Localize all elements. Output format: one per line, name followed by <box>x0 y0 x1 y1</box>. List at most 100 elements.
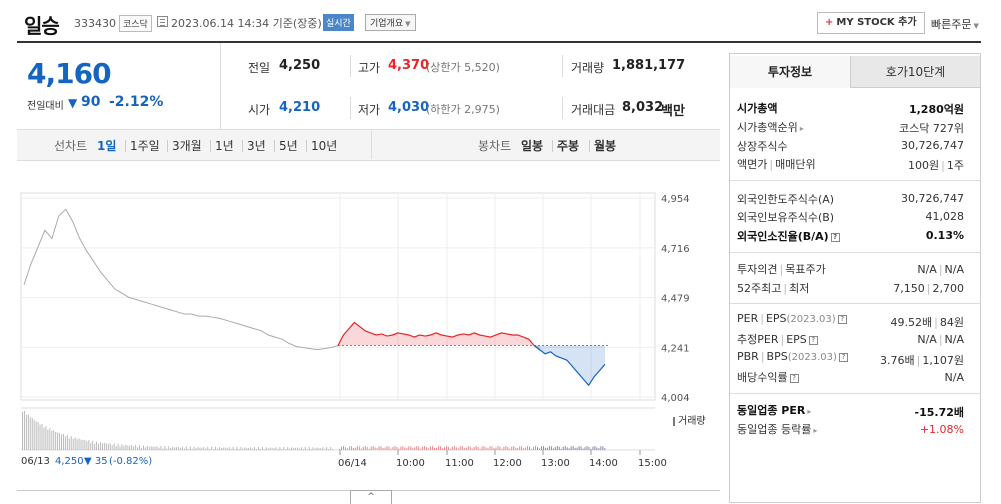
volume-bar <box>515 447 517 450</box>
upper-limit: (상한가 5,520) <box>426 61 500 74</box>
candle-tab[interactable]: 일봉 <box>521 139 544 153</box>
volume-bar <box>195 448 197 450</box>
tab-invest-info[interactable]: 투자정보 <box>730 56 851 88</box>
volume-bar <box>600 446 602 450</box>
prev-day-close: 4,250 <box>55 456 84 467</box>
volume-bar <box>273 448 275 450</box>
candle-tab[interactable]: 주봉 <box>557 139 580 153</box>
help-icon[interactable]: ? <box>808 335 818 345</box>
par-row-label: 액면가 | 매매단위 <box>737 158 816 171</box>
chart-range-tab[interactable]: 5년 <box>279 139 298 153</box>
volume-bar <box>538 448 540 450</box>
candle-tab[interactable]: 월봉 <box>594 139 617 153</box>
calendar-icon <box>157 16 168 27</box>
volume-bar <box>596 447 598 450</box>
per-label: PER <box>737 312 759 325</box>
volume-bar <box>366 446 368 450</box>
volume-bar <box>279 447 281 450</box>
panel-divider <box>730 303 980 304</box>
volume-bar <box>137 447 139 450</box>
amount-unit: 백만 <box>661 104 685 119</box>
prev-compare-label: 전일대비 <box>27 101 64 112</box>
est-per-row-label: 추정PER | EPS? <box>737 331 818 347</box>
tab-separator <box>306 140 307 152</box>
help-icon[interactable]: ? <box>837 314 847 324</box>
volume-bar <box>285 449 287 450</box>
volume-bar <box>346 448 348 450</box>
volume-bar <box>199 447 201 450</box>
volume-bar <box>412 448 414 450</box>
volume-bar <box>441 448 443 450</box>
chart-range-tab[interactable]: 1일 <box>97 139 117 153</box>
y-tick-label: 4,954 <box>661 194 690 205</box>
volume-bar <box>344 447 346 450</box>
quick-order-label: 빠른주문 <box>931 18 972 31</box>
volume-bar <box>86 441 88 450</box>
dividend-value: N/A <box>944 371 964 384</box>
volume-bar <box>374 447 376 450</box>
volume-bar <box>51 430 53 450</box>
volume-bar <box>332 449 334 450</box>
volume-bar <box>98 443 100 450</box>
chart-range-tab[interactable]: 1년 <box>215 139 234 153</box>
volume-bar <box>308 447 310 450</box>
low-label: 저가 <box>358 103 381 117</box>
volume-bar <box>360 448 362 450</box>
quick-order-button[interactable]: 빠른주문 ▼ <box>931 16 979 32</box>
sector-per-link[interactable]: 동일업종 PER ▸ <box>737 402 811 418</box>
volume-bar <box>428 448 430 450</box>
market-cap-value: 1,280억원 <box>908 103 964 116</box>
volume-bar <box>160 446 162 450</box>
volume-bar <box>242 448 244 450</box>
help-icon[interactable]: ? <box>789 373 799 383</box>
eps-label: EPS <box>765 312 787 325</box>
help-icon[interactable]: ? <box>838 352 848 362</box>
collapse-chart-button[interactable]: ^ <box>350 490 392 504</box>
volume-bar <box>117 443 119 450</box>
volume-bar <box>187 449 189 450</box>
est-eps-label: EPS <box>786 333 807 346</box>
volume-bar <box>57 432 59 450</box>
amount-value: 8,032 <box>622 100 664 115</box>
volume-bar <box>94 443 96 450</box>
corp-info-dropdown[interactable]: 기업개요 ▼ <box>365 14 416 31</box>
volume-bar <box>140 448 142 450</box>
tab-hoga[interactable]: 호가10단계 <box>851 56 980 88</box>
volume-bar <box>248 447 250 450</box>
volume-bar <box>382 448 384 450</box>
volume-bar <box>378 446 380 450</box>
volume-bar <box>386 446 388 450</box>
volume-bar <box>31 418 33 450</box>
volume-bar <box>465 447 467 450</box>
volume-bar <box>47 429 49 450</box>
volume-bar <box>507 447 509 450</box>
volume-bar <box>59 432 61 450</box>
mystock-add-button[interactable]: + MY STOCK 추가 <box>817 12 925 34</box>
volume-bar <box>156 446 158 450</box>
chart-range-tab[interactable]: 3년 <box>247 139 266 153</box>
chart-range-tab[interactable]: 3개월 <box>172 139 202 153</box>
realtime-badge[interactable]: 실시간 <box>323 14 354 31</box>
chart-range-tab[interactable]: 1주일 <box>130 139 160 153</box>
volume-bar <box>162 448 164 450</box>
volume-bar <box>368 448 370 450</box>
volume-bar <box>296 447 298 450</box>
volume-bar <box>238 449 240 450</box>
volume-bar <box>135 445 137 450</box>
eps-value: 84원 <box>939 316 964 329</box>
chart-range-tab[interactable]: 10년 <box>311 139 338 153</box>
volume-bar <box>215 446 217 450</box>
volume-bar <box>568 448 570 450</box>
help-icon[interactable]: ? <box>830 232 840 242</box>
volume-bar <box>414 447 416 450</box>
volume-bar <box>535 446 537 450</box>
cap-rank-link[interactable]: 시가총액순위 ▸ <box>737 119 804 135</box>
sector-rate-link[interactable]: 동일업종 등락률 ▸ <box>737 421 817 437</box>
volume-bar <box>271 447 273 450</box>
volume-bar <box>158 447 160 450</box>
volume-bar <box>392 446 394 450</box>
tab-separator <box>242 140 243 152</box>
par-value: 100원 <box>908 159 940 172</box>
market-badge: 코스닥 <box>119 15 152 32</box>
